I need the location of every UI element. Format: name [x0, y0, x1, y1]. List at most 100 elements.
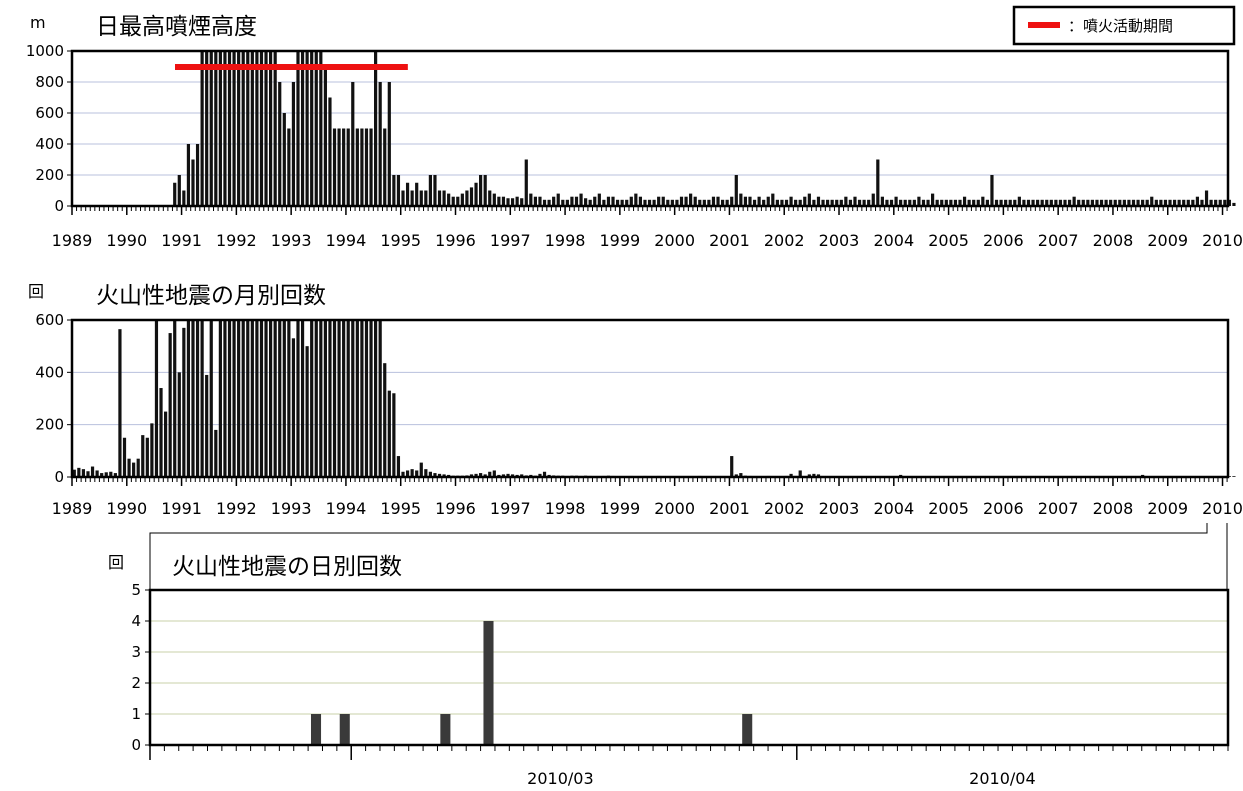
bar [643, 199, 647, 206]
bar [223, 320, 227, 477]
x-tick-label: 2007 [1038, 231, 1079, 250]
bar [844, 196, 848, 206]
bar [387, 82, 391, 206]
bar [159, 388, 163, 477]
bar [296, 51, 300, 206]
bar [1099, 199, 1104, 206]
bar [734, 175, 738, 206]
x-tick-label: 1997 [490, 231, 531, 250]
y-tick-label: 200 [35, 166, 64, 184]
bar [127, 458, 131, 477]
x-tick-label: 1998 [545, 499, 586, 518]
bar [483, 474, 487, 477]
bar [205, 51, 209, 206]
x-tick-label: 1999 [600, 231, 641, 250]
bar [369, 320, 373, 477]
bar [784, 199, 789, 206]
bar [246, 320, 250, 477]
bar [200, 320, 204, 477]
x-tick-label: 2005 [928, 231, 969, 250]
bar [132, 462, 136, 477]
bar [510, 474, 515, 477]
x-tick-label: 2003 [819, 499, 860, 518]
bar [538, 196, 542, 206]
bar [698, 199, 702, 206]
bar [821, 199, 825, 206]
bar [529, 193, 533, 206]
bar [1090, 199, 1095, 206]
bar [72, 469, 76, 477]
x-tick-label: 2009 [1147, 499, 1188, 518]
bar [232, 51, 236, 206]
bar [1191, 199, 1195, 206]
y-tick-label: 400 [35, 135, 64, 153]
bar [657, 196, 661, 206]
bar [839, 199, 843, 206]
bar [739, 473, 743, 477]
bar [684, 196, 688, 206]
bar [305, 346, 309, 477]
bar [725, 199, 729, 206]
bar [364, 320, 369, 477]
bar [597, 193, 601, 206]
bar [287, 128, 291, 206]
bar [273, 320, 277, 477]
bar [871, 193, 875, 206]
bar [401, 190, 405, 206]
bar [588, 199, 592, 206]
bar [752, 199, 757, 206]
bar [1141, 199, 1145, 206]
bar [392, 175, 396, 206]
bar [935, 199, 939, 206]
bar [465, 190, 469, 206]
bar [926, 199, 930, 206]
bar [182, 327, 186, 477]
bar [826, 199, 830, 206]
bar [533, 196, 538, 206]
bar [191, 320, 195, 477]
x-tick-label: 1991 [161, 499, 202, 518]
bar [985, 199, 989, 206]
bar [1204, 190, 1209, 206]
bar [282, 320, 286, 477]
bar [789, 473, 793, 477]
bar [250, 51, 254, 206]
bar [743, 196, 748, 206]
bar [328, 320, 332, 477]
bar [1049, 199, 1053, 206]
y-tick-label: 4 [131, 612, 141, 630]
bar [95, 470, 99, 477]
bar [355, 128, 359, 206]
bar [602, 199, 606, 206]
bar [867, 199, 871, 206]
bar [237, 51, 241, 206]
bar [542, 471, 547, 477]
bar [310, 320, 314, 477]
bar [1172, 199, 1177, 206]
bar [424, 469, 428, 477]
bar [538, 473, 542, 477]
bar [1168, 199, 1172, 206]
bar [1232, 476, 1236, 477]
bar [1058, 199, 1063, 206]
bar [410, 190, 414, 206]
bar [428, 175, 432, 206]
bar [739, 193, 743, 206]
x-tick-label: 1993 [271, 499, 312, 518]
bar [396, 456, 401, 477]
bar [1200, 199, 1204, 206]
bar [693, 196, 697, 206]
x-tick-label: 2002 [764, 231, 805, 250]
bar [702, 199, 706, 206]
bar [742, 714, 753, 745]
bar [310, 714, 322, 745]
bar [830, 199, 834, 206]
bar [981, 196, 985, 206]
bar [255, 320, 259, 477]
bar [506, 198, 510, 206]
bar [291, 338, 296, 477]
bar [314, 51, 318, 206]
bar [360, 128, 364, 206]
bar [994, 199, 999, 206]
bar [479, 175, 483, 206]
